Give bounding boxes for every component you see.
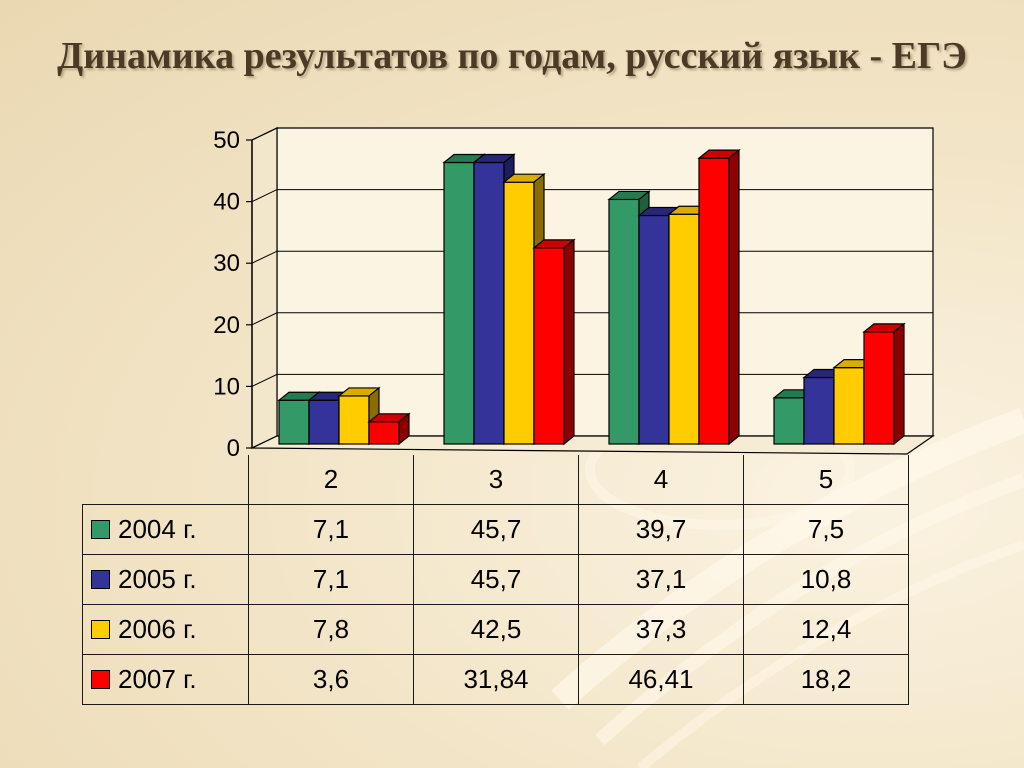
data-value-cell: 46,41 [578,654,744,705]
data-value-cell: 3,6 [248,654,414,705]
bar-front [773,397,805,445]
legend-label: 2005 г. [118,564,197,594]
data-value-cell: 12,4 [743,604,909,655]
bar-front [833,367,865,445]
legend-swatch [91,619,110,639]
bar-front [608,198,640,445]
x-category-label: 5 [743,455,909,505]
data-value-cell: 7,1 [248,504,414,555]
chart-side-wall [251,127,278,449]
legend-swatch [91,519,110,539]
legend-swatch [91,669,110,689]
legend-entry: 2005 г. [82,554,249,605]
page-title: Динамика результатов по годам, русский я… [57,35,967,77]
data-value-cell: 10,8 [743,554,909,605]
bar-front [278,399,310,445]
legend-label: 2006 г. [118,614,197,644]
data-value-cell: 7,1 [248,554,414,605]
data-value-cell: 39,7 [578,504,744,555]
bar-front [443,161,475,445]
bar-front [533,247,565,445]
legend-swatch [91,569,110,589]
gridline [251,127,933,141]
data-value-cell: 18,2 [743,654,909,705]
bar-front [863,331,895,445]
y-tick-label: 30 [213,250,240,277]
bar-front [698,157,730,445]
y-tick-label: 10 [213,373,240,400]
bar-side [893,322,905,446]
bar-front [803,376,835,445]
data-value-cell: 45,7 [413,554,579,605]
y-tick-label: 40 [213,189,240,216]
bar-side [563,238,575,446]
table-row: 2006 г. 7,8 42,5 37,3 12,4 [82,604,909,655]
bar-front [668,213,700,445]
y-tick-label: 0 [227,435,240,462]
legend-label: 2004 г. [118,514,197,544]
x-category-label: 2 [248,455,414,505]
data-value-cell: 42,5 [413,604,579,655]
chart-floor [251,435,935,455]
data-value-cell: 45,7 [413,504,579,555]
table-corner [83,455,249,505]
bar-side [728,148,740,446]
data-value-cell: 7,8 [248,604,414,655]
bar-2007 г.-2 [367,412,411,446]
table-row: 2007 г. 3,6 31,84 46,41 18,2 [82,654,909,705]
chart-bars [277,148,906,446]
bar-front [368,421,400,445]
bar-front [503,181,535,445]
bar-front [308,399,340,445]
data-value-cell: 37,1 [578,554,744,605]
data-value-cell: 31,84 [413,654,579,705]
bar-2007 г.-5 [862,322,906,446]
bar-front [338,395,370,445]
data-value-cell: 37,3 [578,604,744,655]
legend-label: 2007 г. [118,664,197,694]
table-row: 2005 г. 7,1 45,7 37,1 10,8 [82,554,909,605]
data-table: 2 3 4 5 2004 г. 7,1 45,7 39,7 7,5 2005 г. 7,1 45,7 3… [82,455,909,705]
data-value-cell: 7,5 [743,504,909,555]
y-tick-label: 50 [213,127,240,154]
bar-2007 г.-4 [697,148,741,446]
x-category-label: 4 [578,455,744,505]
legend-entry: 2004 г. [82,504,249,555]
x-category-label: 3 [413,455,579,505]
table-row: 2004 г. 7,1 45,7 39,7 7,5 [82,504,909,555]
bar-front [473,161,505,445]
y-tick-label: 20 [213,312,240,339]
bar-2007 г.-3 [532,238,576,446]
legend-entry: 2007 г. [82,654,249,705]
bar-side [398,412,410,446]
chart-y-axis: 0 10 20 30 40 50 [213,127,253,462]
bar-front [638,214,670,445]
legend-entry: 2006 г. [82,604,249,655]
